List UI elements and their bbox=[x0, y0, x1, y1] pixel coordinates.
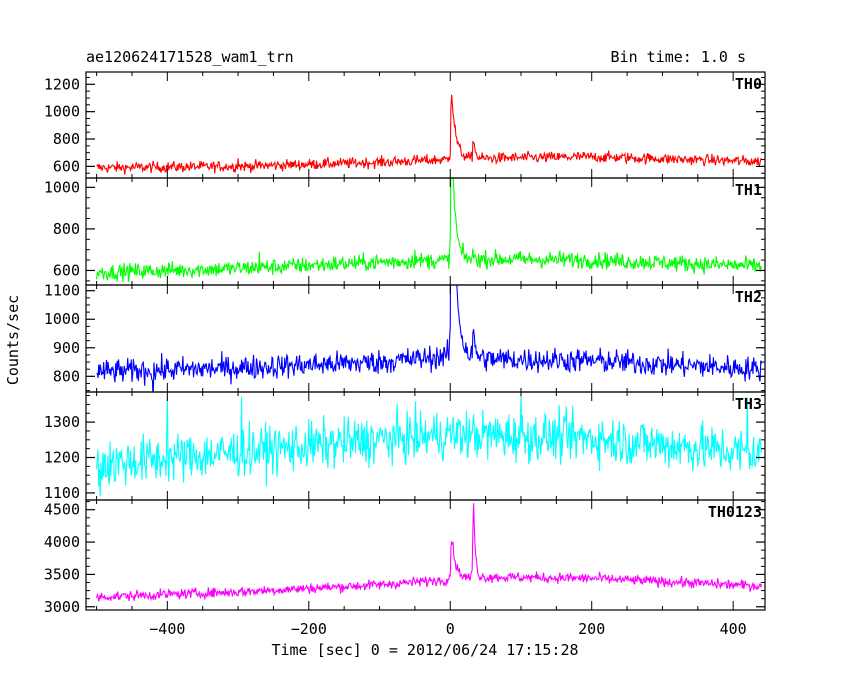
y-tick-label: 3000 bbox=[44, 598, 80, 616]
y-tick-label: 900 bbox=[53, 339, 80, 357]
y-tick-label: 800 bbox=[53, 130, 80, 148]
y-tick-label: 1000 bbox=[44, 310, 80, 328]
y-tick-label: 3500 bbox=[44, 565, 80, 583]
y-tick-label: 1000 bbox=[44, 103, 80, 121]
x-tick-label: −200 bbox=[291, 620, 327, 638]
panel-th0123-frame bbox=[85, 499, 766, 611]
y-axis-label: Counts/sec bbox=[4, 295, 22, 385]
y-tick-label: 1200 bbox=[44, 449, 80, 467]
y-tick-label: 1100 bbox=[44, 484, 80, 502]
series-th2-line bbox=[96, 285, 762, 392]
series-th3-line bbox=[96, 393, 763, 497]
bin-time-label: Bin time: 1.0 s bbox=[611, 48, 746, 66]
y-tick-label: 1100 bbox=[44, 282, 80, 300]
y-tick-label: 800 bbox=[53, 220, 80, 238]
panel-label-th2: TH2 bbox=[735, 288, 762, 306]
x-tick-label: 200 bbox=[578, 620, 605, 638]
y-tick-label: 1200 bbox=[44, 75, 80, 93]
panel-label-th3: TH3 bbox=[735, 395, 762, 413]
y-tick-label: 1300 bbox=[44, 413, 80, 431]
x-tick-label: −400 bbox=[149, 620, 185, 638]
panel-th1-frame bbox=[85, 177, 766, 286]
panel-label-th0: TH0 bbox=[735, 75, 762, 93]
panels-group: 600 800 1000 1200 TH0 600 800 1000 TH1 800 900 1000… bbox=[44, 71, 766, 638]
x-tick-label: 400 bbox=[720, 620, 747, 638]
panel-label-th1: TH1 bbox=[735, 181, 762, 199]
series-th0123-line bbox=[96, 503, 762, 602]
y-tick-label: 1000 bbox=[44, 178, 80, 196]
y-tick-label: 800 bbox=[53, 367, 80, 385]
panel-label-th0123: TH0123 bbox=[708, 503, 762, 521]
x-tick-label: 0 bbox=[446, 620, 455, 638]
chart-title: ae120624171528_wam1_trn bbox=[86, 48, 294, 66]
series-th0-line bbox=[96, 94, 762, 175]
y-tick-label: 600 bbox=[53, 157, 80, 175]
series-th1-line bbox=[96, 178, 762, 283]
x-axis-label: Time [sec] 0 = 2012/06/24 17:15:28 bbox=[271, 641, 578, 659]
panel-th2-frame bbox=[85, 284, 766, 393]
y-tick-label: 600 bbox=[53, 261, 80, 279]
y-tick-label: 4000 bbox=[44, 533, 80, 551]
y-tick-label: 4500 bbox=[44, 501, 80, 519]
